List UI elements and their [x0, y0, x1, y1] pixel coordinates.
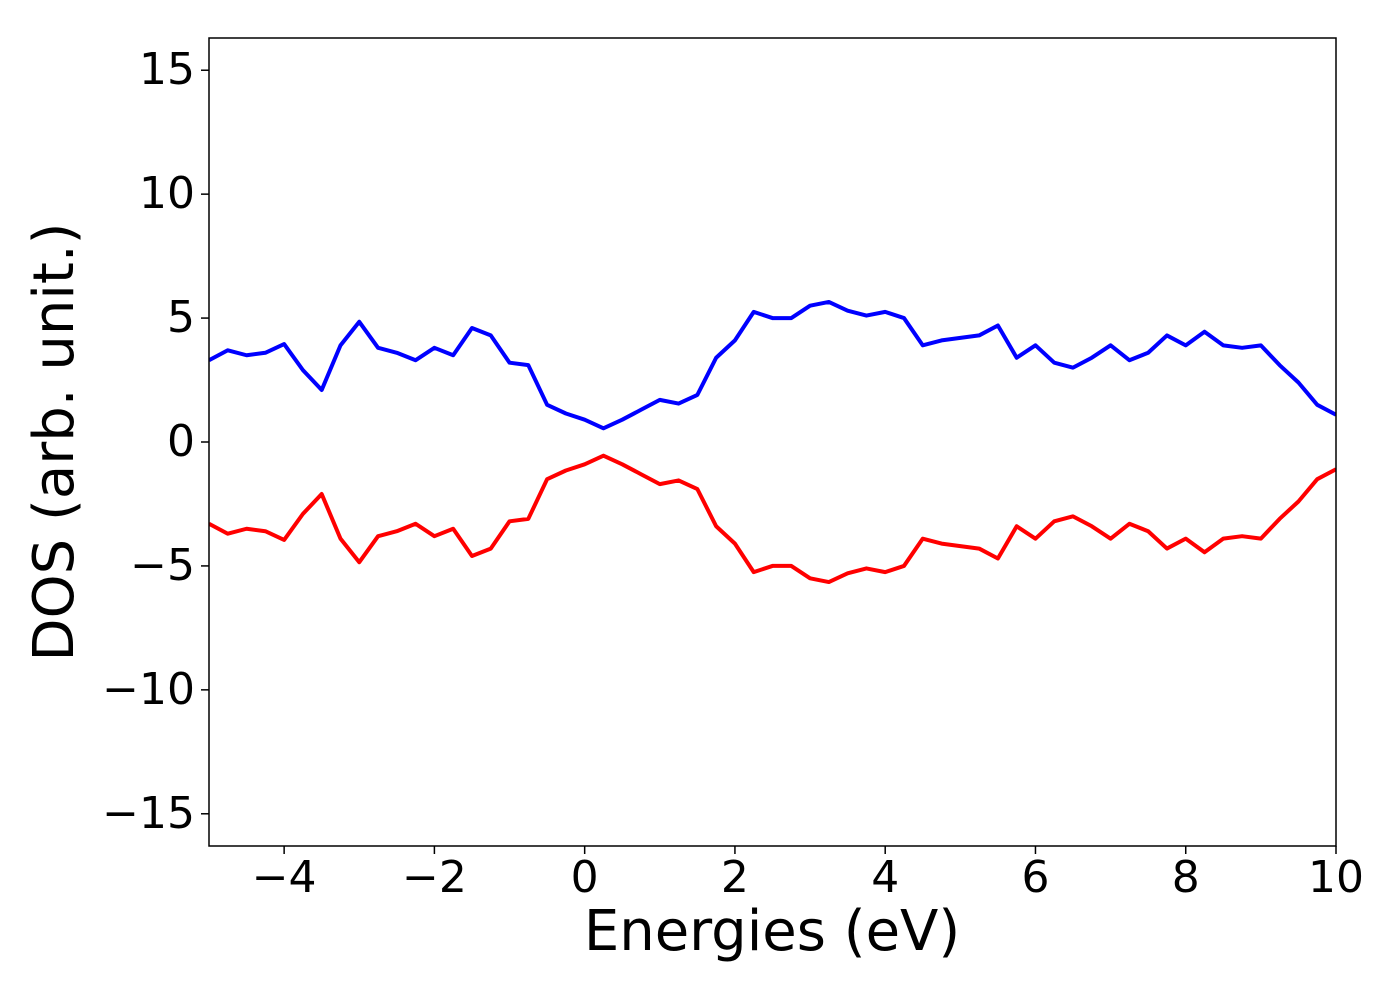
- y-tick-label: 0: [167, 416, 195, 467]
- x-tick-label: 2: [721, 852, 749, 903]
- x-tick-label: 0: [571, 852, 599, 903]
- x-tick-label: −2: [402, 852, 467, 903]
- x-axis-title: Energies (eV): [584, 899, 960, 964]
- x-tick-label: −4: [252, 852, 317, 903]
- x-tick-label: 6: [1021, 852, 1049, 903]
- x-tick-label: 10: [1308, 852, 1364, 903]
- y-tick-label: 15: [139, 44, 195, 95]
- y-tick-label: −10: [102, 664, 195, 715]
- y-tick-label: −5: [130, 540, 195, 591]
- y-tick-label: −15: [102, 788, 195, 839]
- y-tick-label: 5: [167, 292, 195, 343]
- series-line: [209, 299, 1336, 431]
- series-line: [209, 453, 1336, 585]
- x-tick-label: 8: [1172, 852, 1200, 903]
- y-axis-title: DOS (arb. unit.): [22, 222, 87, 661]
- y-tick-label: 10: [139, 168, 195, 219]
- plot-frame: [208, 37, 1337, 847]
- x-tick-label: 4: [871, 852, 899, 903]
